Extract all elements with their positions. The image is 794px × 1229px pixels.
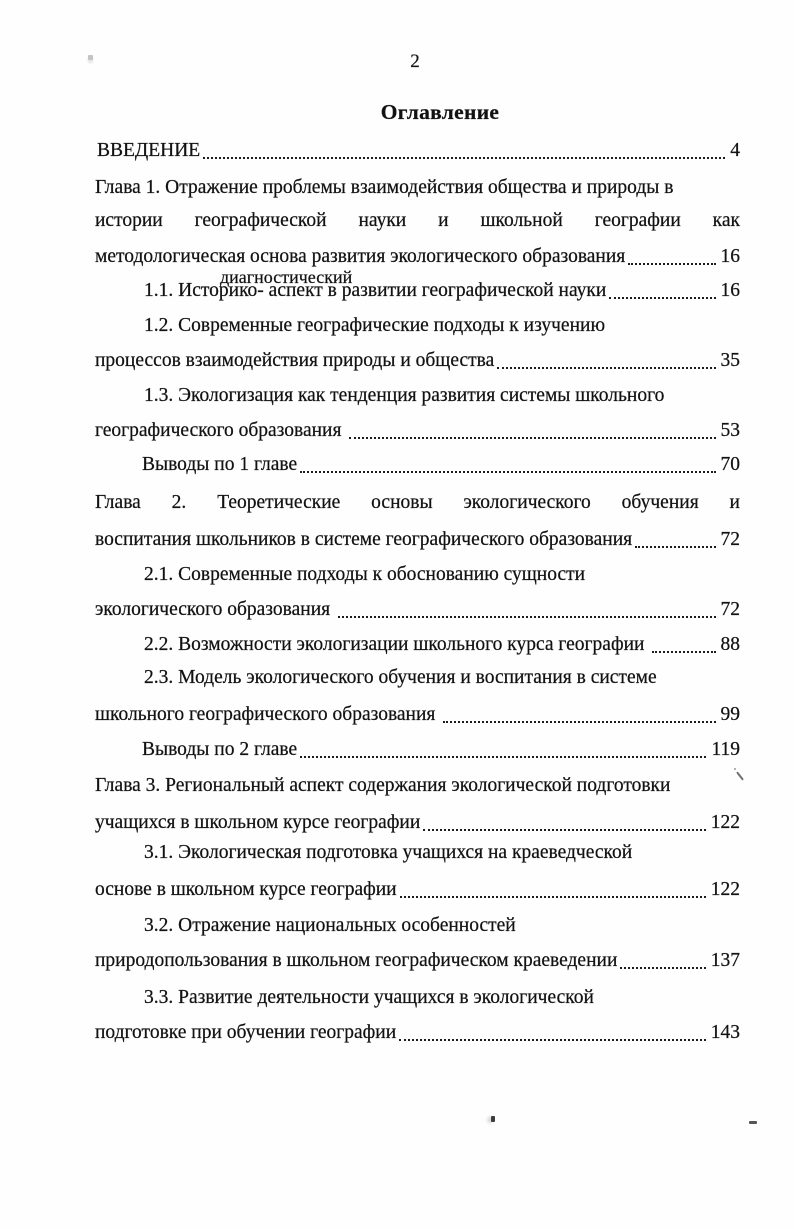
toc-entry-text: истории географической науки и школьной …	[95, 210, 740, 231]
scan-speck	[88, 55, 93, 60]
toc-entry: ВВЕДЕНИЕ 4	[95, 139, 740, 163]
dot-leader	[399, 1039, 706, 1041]
toc-entry-text: воспитания школьников в системе географи…	[95, 529, 633, 550]
toc-entry: Выводы по 1 главе 70	[95, 453, 740, 477]
scan-speck	[749, 1121, 757, 1124]
toc-entry-text: Глава 3. Региональный аспект содержания …	[95, 775, 671, 796]
toc-entry-page-number: 137	[710, 950, 741, 971]
toc-entry-text: процессов взаимодействия природы и общес…	[95, 350, 495, 371]
toc-entry: 2.1. Современные подходы к обоснованию с…	[95, 563, 740, 587]
toc-entry-text: 3.1. Экологическая подготовка учащихся н…	[144, 842, 633, 863]
scan-speck	[734, 768, 736, 770]
dot-leader	[300, 471, 716, 473]
toc-entry-page-number: 143	[710, 1022, 741, 1043]
toc-entry: 3.1. Экологическая подготовка учащихся н…	[95, 841, 740, 865]
toc-entry: воспитания школьников в системе географи…	[95, 528, 740, 552]
toc-entry-text: 2.1. Современные подходы к обоснованию с…	[144, 564, 586, 585]
toc-entry: экологического образования 72	[95, 598, 740, 622]
toc-entry-text: подготовке при обучении географии	[95, 1022, 397, 1043]
toc-entry: Выводы по 2 главе 119	[95, 738, 740, 762]
toc-entry-text: 2.3. Модель экологического обучения и во…	[144, 667, 657, 688]
dot-leader	[399, 896, 706, 898]
toc-entry-page-number: 72	[720, 599, 740, 620]
toc-entry-page-number: 122	[710, 879, 741, 900]
toc-entry-page-number: 72	[720, 529, 740, 550]
toc-entry-text: Выводы по 2 главе	[142, 739, 298, 760]
dot-leader	[443, 721, 716, 723]
toc-entry: Глава 1. Отражение проблемы взаимодейств…	[95, 176, 740, 200]
toc-entry-text: методологическая основа развития экологи…	[95, 246, 626, 267]
toc-entry-text: ВВЕДЕНИЕ	[97, 140, 201, 161]
toc-entry-page-number: 16	[720, 246, 740, 267]
toc-entry-text: учащихся в школьном курсе географии	[95, 812, 421, 833]
dot-leader	[349, 437, 716, 439]
dot-leader	[300, 756, 707, 758]
toc-entry: 1.1. Историко- аспект в развитии географ…	[95, 279, 740, 303]
toc-entry-page-number: 119	[711, 739, 740, 760]
toc-entry-text: 1.3. Экологизация как тенденция развития…	[144, 385, 665, 406]
toc-entry: основе в школьном курсе географии 122	[95, 878, 740, 902]
page-title: Оглавление	[380, 100, 500, 124]
toc-entry: процессов взаимодействия природы и общес…	[95, 349, 740, 373]
toc-entry-text: 3.2. Отражение национальных особенностей	[144, 915, 516, 936]
dot-leader	[652, 651, 716, 653]
toc-entry-text: Глава 2. Теоретические основы экологичес…	[95, 492, 740, 513]
toc-entry-page-number: 4	[730, 140, 740, 161]
toc-entry-text: экологического образования	[95, 599, 335, 620]
toc-entry: 2.3. Модель экологического обучения и во…	[95, 666, 740, 690]
toc-entry: учащихся в школьном курсе географии 122	[95, 811, 740, 835]
toc-entry: природопользования в школьном географиче…	[95, 949, 740, 973]
dot-leader	[635, 546, 716, 548]
toc-entry-text: природопользования в школьном географиче…	[95, 950, 618, 971]
dot-leader	[497, 367, 716, 369]
toc-entry-text: Глава 1. Отражение проблемы взаимодейств…	[95, 177, 674, 198]
dot-leader	[203, 157, 726, 159]
toc-entry-page-number: 70	[720, 454, 740, 475]
toc-entry: 3.3. Развитие деятельности учащихся в эк…	[95, 986, 740, 1010]
toc-entry: методологическая основа развития экологи…	[95, 245, 740, 269]
toc-entry: 2.2. Возможности экологизации школьного …	[95, 633, 740, 657]
toc-entry-text: 1.2. Современные географические подходы …	[144, 315, 606, 336]
toc-entry: подготовке при обучении географии 143	[95, 1021, 740, 1045]
toc-entry: диагностический	[95, 267, 740, 287]
toc-entry-text: географического образования	[95, 420, 347, 441]
toc-entry-text: 3.3. Развитие деятельности учащихся в эк…	[144, 987, 594, 1008]
page-number: 2	[410, 51, 420, 72]
dot-leader	[337, 616, 716, 618]
toc-entry-text: основе в школьном курсе географии	[95, 879, 397, 900]
toc-entry-text: 2.2. Возможности экологизации школьного …	[144, 634, 650, 655]
dot-leader	[628, 263, 716, 265]
toc-entry: географического образования 53	[95, 419, 740, 443]
toc-entry-page-number: 99	[720, 704, 740, 725]
toc-entry-page-number: 16	[720, 280, 740, 301]
scan-stroke	[736, 771, 744, 781]
dot-leader	[609, 297, 716, 299]
toc-entry-page-number: 35	[720, 350, 740, 371]
toc-entry-text: Выводы по 1 главе	[142, 454, 298, 475]
toc-entry-text: 1.1. Историко- аспект в развитии географ…	[144, 280, 607, 301]
toc-entry-text: диагностический	[220, 267, 353, 287]
dot-leader	[620, 967, 706, 969]
toc-entry-text: школьного географического образования	[95, 704, 441, 725]
table-of-contents: ВВЕДЕНИЕ 4 Глава 1. Отражение проблемы вза…	[95, 0, 740, 1229]
toc-entry-page-number: 88	[720, 634, 740, 655]
scan-pen-mark	[734, 768, 746, 782]
scan-speck	[491, 1116, 495, 1122]
toc-entry: истории географической науки и школьной …	[95, 209, 740, 233]
toc-entry-page-number: 122	[710, 812, 741, 833]
toc-entry: Глава 3. Региональный аспект содержания …	[95, 774, 740, 798]
toc-entry: 1.3. Экологизация как тенденция развития…	[95, 384, 740, 408]
toc-entry-page-number: 53	[720, 420, 740, 441]
toc-entry: Глава 2. Теоретические основы экологичес…	[95, 491, 740, 515]
toc-entry: школьного географического образования 99	[95, 703, 740, 727]
dot-leader	[423, 829, 706, 831]
toc-entry: 3.2. Отражение национальных особенностей	[95, 914, 740, 938]
toc-entry: 1.2. Современные географические подходы …	[95, 314, 740, 338]
